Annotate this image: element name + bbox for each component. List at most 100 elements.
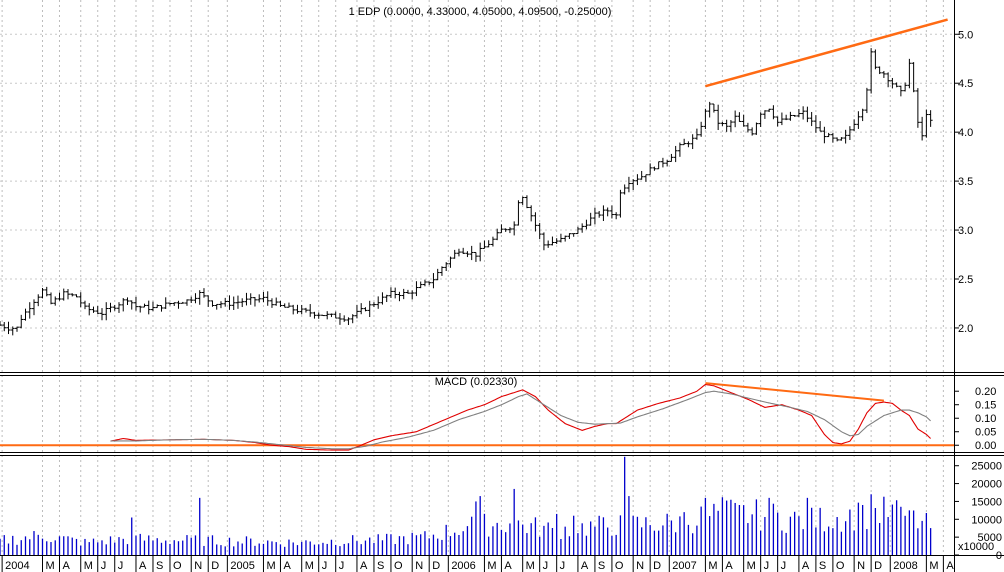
price-bar bbox=[575, 226, 580, 235]
price-bar bbox=[82, 300, 87, 310]
price-bar bbox=[456, 248, 461, 257]
price-bar bbox=[0, 321, 2, 326]
x-tick-label: A bbox=[504, 560, 512, 572]
price-bar bbox=[197, 290, 202, 305]
price-bar bbox=[291, 304, 296, 315]
price-bar bbox=[193, 293, 198, 304]
price-bar bbox=[121, 298, 126, 312]
price-bar bbox=[673, 145, 678, 163]
price-bar bbox=[176, 300, 181, 309]
x-tick-label: M bbox=[747, 560, 756, 572]
price-bar bbox=[571, 233, 576, 237]
price-bar bbox=[818, 121, 823, 132]
price-bar bbox=[541, 232, 546, 251]
price-bar bbox=[911, 62, 916, 93]
price-bar bbox=[48, 292, 53, 305]
price-bar bbox=[91, 306, 96, 313]
price-bar bbox=[533, 212, 538, 232]
x-tick-label: M bbox=[305, 560, 314, 572]
price-bar bbox=[431, 273, 436, 289]
price-bar bbox=[435, 268, 440, 281]
price-bar bbox=[320, 314, 325, 317]
x-tick-label: M bbox=[708, 560, 717, 572]
price-bar bbox=[767, 108, 772, 113]
price-bar bbox=[626, 176, 631, 193]
price-bar bbox=[388, 287, 393, 298]
price-bar bbox=[31, 299, 36, 316]
macd-tick-label: 0.10 bbox=[975, 413, 996, 425]
price-bar bbox=[745, 122, 750, 133]
price-bar bbox=[847, 126, 852, 141]
price-bar bbox=[227, 295, 232, 310]
price-bar bbox=[138, 305, 143, 313]
price-bar bbox=[733, 110, 738, 128]
x-tick-label: M bbox=[487, 560, 496, 572]
x-tick-label: A bbox=[360, 560, 368, 572]
price-bar bbox=[894, 82, 899, 88]
price-bar bbox=[359, 303, 364, 315]
price-bar bbox=[890, 77, 895, 89]
price-bar bbox=[805, 106, 810, 123]
price-bar bbox=[639, 170, 644, 180]
price-bar bbox=[189, 296, 194, 304]
volume-tick-label: 15000 bbox=[971, 496, 1002, 508]
price-bar bbox=[36, 294, 41, 307]
x-tick-label: O bbox=[615, 560, 624, 572]
x-tick-label: N bbox=[857, 560, 865, 572]
price-bar bbox=[554, 238, 559, 245]
price-bar bbox=[393, 287, 398, 299]
price-bar bbox=[558, 233, 563, 243]
price-bar bbox=[520, 196, 525, 205]
price-bar bbox=[669, 153, 674, 162]
price-bar bbox=[860, 108, 865, 122]
x-tick-label: N bbox=[415, 560, 423, 572]
price-bar bbox=[363, 307, 368, 312]
price-bar bbox=[881, 70, 886, 78]
price-bar bbox=[299, 304, 304, 315]
price-bar bbox=[758, 112, 763, 127]
price-bar bbox=[223, 297, 228, 307]
price-bar bbox=[665, 159, 670, 167]
price-bar bbox=[414, 281, 419, 297]
x-tick-label: A bbox=[725, 560, 733, 572]
price-bar bbox=[864, 87, 869, 114]
x-tick-label: A bbox=[62, 560, 70, 572]
price-bar bbox=[65, 289, 70, 300]
price-bar bbox=[410, 290, 415, 300]
price-bar bbox=[690, 134, 695, 150]
price-bar bbox=[337, 313, 342, 325]
price-bar bbox=[325, 311, 330, 320]
price-bar bbox=[660, 157, 665, 168]
price-bar bbox=[903, 82, 908, 92]
price-bar bbox=[507, 227, 512, 234]
price-bar bbox=[257, 294, 262, 303]
price-tick-label: 5.0 bbox=[958, 29, 973, 41]
price-bar bbox=[159, 305, 164, 312]
price-bar bbox=[422, 279, 427, 287]
price-bar bbox=[677, 142, 682, 157]
price-bar bbox=[720, 121, 725, 126]
price-bar bbox=[346, 317, 351, 325]
price-bar bbox=[333, 311, 338, 319]
price-bar bbox=[444, 262, 449, 272]
price-bar bbox=[716, 104, 721, 131]
volume-tick-label: 5000 bbox=[978, 532, 1002, 544]
price-bar bbox=[605, 207, 610, 217]
price-bar bbox=[796, 109, 801, 118]
macd-lines bbox=[0, 383, 954, 451]
price-bar bbox=[274, 297, 279, 306]
price-bar bbox=[74, 294, 79, 298]
price-bar bbox=[112, 304, 117, 311]
price-bar bbox=[835, 137, 840, 142]
price-bar bbox=[588, 212, 593, 226]
price-bar bbox=[839, 137, 844, 141]
price-bar bbox=[643, 174, 648, 182]
price-bar bbox=[108, 302, 113, 313]
price-bar bbox=[116, 302, 121, 313]
price-bar bbox=[308, 304, 313, 317]
price-bar bbox=[150, 301, 155, 312]
price-bar bbox=[482, 240, 487, 249]
price-bar bbox=[597, 211, 602, 218]
macd-tick-label: 0.00 bbox=[975, 440, 996, 452]
price-bar bbox=[826, 132, 831, 138]
